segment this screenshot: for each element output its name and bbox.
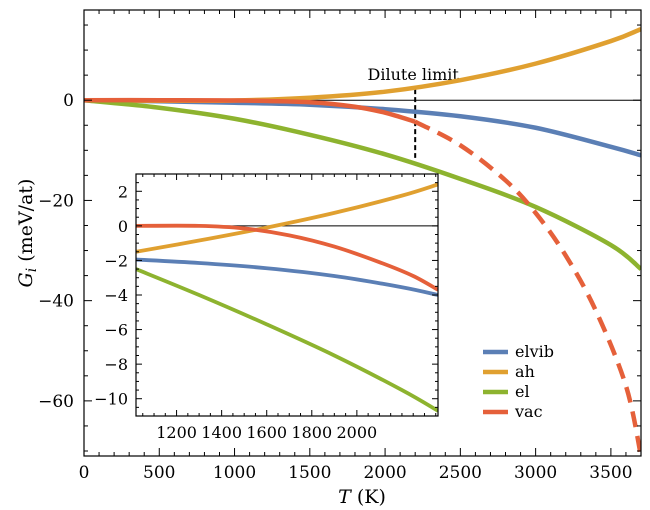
main-y-tick-label: −20 <box>38 191 74 211</box>
y-axis-subscript: i <box>24 268 40 272</box>
x-axis-label: T (K) <box>338 486 386 508</box>
inset-y-tick-label: 0 <box>118 217 128 236</box>
inset-x-tick-label: 1800 <box>291 423 332 442</box>
legend-label-vac: vac <box>514 402 543 421</box>
x-axis-unit: (K) <box>351 486 386 508</box>
inset-series-el-line <box>136 267 438 413</box>
inset-background <box>136 174 438 416</box>
main-curves <box>84 26 641 456</box>
inset-x-tick-label: 1400 <box>201 423 242 442</box>
main-series-el-line <box>84 97 641 271</box>
y-axis-label: Gi (meV/at) <box>15 179 40 288</box>
main-x-tick-label: 2000 <box>363 463 406 483</box>
legend-label-el: el <box>515 382 530 401</box>
main-series-ah-line <box>84 26 641 104</box>
main-x-tick-label: 1500 <box>288 463 331 483</box>
main-y-tick-label: 0 <box>63 91 74 111</box>
main-x-tick-label: 3500 <box>589 463 632 483</box>
inset-y-tick-label: −4 <box>104 286 128 305</box>
main-x-tick-label: 500 <box>143 463 175 483</box>
main-y-tick-label: −40 <box>38 292 74 312</box>
inset-y-tick-label: −10 <box>94 390 128 409</box>
inset-plot: 1200 1400 1600 1800 2000 2 0 −2 −4 −6 −8 −10 <box>94 173 439 442</box>
main-plot: Dilute limit 0 500 1000 1500 2000 2500 3000 3500… <box>15 9 642 508</box>
main-x-tick-label: 1000 <box>213 463 256 483</box>
main-y-tick-label: −60 <box>38 392 74 412</box>
inset-y-tick-label: −2 <box>104 251 128 270</box>
dilute-limit-label: Dilute limit <box>368 65 460 84</box>
main-x-tick-label: 0 <box>79 463 90 483</box>
y-axis-variable: G <box>15 272 37 287</box>
inset-series-ah-line <box>136 182 438 254</box>
inset-x-tick-label: 1200 <box>156 423 197 442</box>
inset-y-tick-label: −8 <box>104 355 128 374</box>
inset-y-tick-label: 2 <box>118 182 128 201</box>
y-axis-unit: (meV/at) <box>15 179 37 268</box>
x-axis-variable: T <box>338 486 352 508</box>
inset-y-tick-label: −6 <box>104 321 128 340</box>
inset-series-vac-line <box>136 223 438 292</box>
inset-series-elvib-line <box>136 257 438 297</box>
legend-label-ah: ah <box>515 362 535 381</box>
inset-x-tick-label: 1600 <box>246 423 287 442</box>
legend-label-elvib: elvib <box>515 342 554 361</box>
main-x-tick-label: 3000 <box>514 463 557 483</box>
main-frame <box>83 9 642 457</box>
main-series-vac-dashed-line <box>414 119 641 456</box>
inset-curves <box>136 182 438 413</box>
main-series-vac-line <box>84 97 416 124</box>
main-x-tick-label: 2500 <box>439 463 482 483</box>
inset-x-tick-label: 2000 <box>337 423 378 442</box>
